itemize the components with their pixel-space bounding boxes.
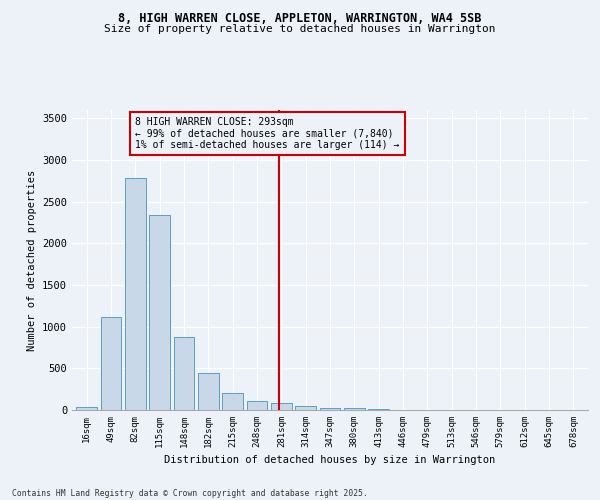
Text: Size of property relative to detached houses in Warrington: Size of property relative to detached ho… xyxy=(104,24,496,34)
Bar xyxy=(173,336,194,410)
Text: Contains HM Land Registry data © Crown copyright and database right 2025.: Contains HM Land Registry data © Crown c… xyxy=(12,488,368,498)
Bar xyxy=(76,406,97,410)
Bar xyxy=(101,316,121,410)
Bar xyxy=(198,372,218,410)
Bar xyxy=(222,392,243,410)
Bar xyxy=(368,409,389,410)
Bar xyxy=(149,215,170,410)
X-axis label: Distribution of detached houses by size in Warrington: Distribution of detached houses by size … xyxy=(164,456,496,466)
Bar xyxy=(247,401,268,410)
Text: 8, HIGH WARREN CLOSE, APPLETON, WARRINGTON, WA4 5SB: 8, HIGH WARREN CLOSE, APPLETON, WARRINGT… xyxy=(118,12,482,26)
Y-axis label: Number of detached properties: Number of detached properties xyxy=(26,170,37,350)
Bar xyxy=(271,404,292,410)
Bar xyxy=(295,406,316,410)
Bar xyxy=(125,178,146,410)
Bar xyxy=(320,408,340,410)
Bar xyxy=(344,408,365,410)
Text: 8 HIGH WARREN CLOSE: 293sqm
← 99% of detached houses are smaller (7,840)
1% of s: 8 HIGH WARREN CLOSE: 293sqm ← 99% of det… xyxy=(135,116,400,150)
